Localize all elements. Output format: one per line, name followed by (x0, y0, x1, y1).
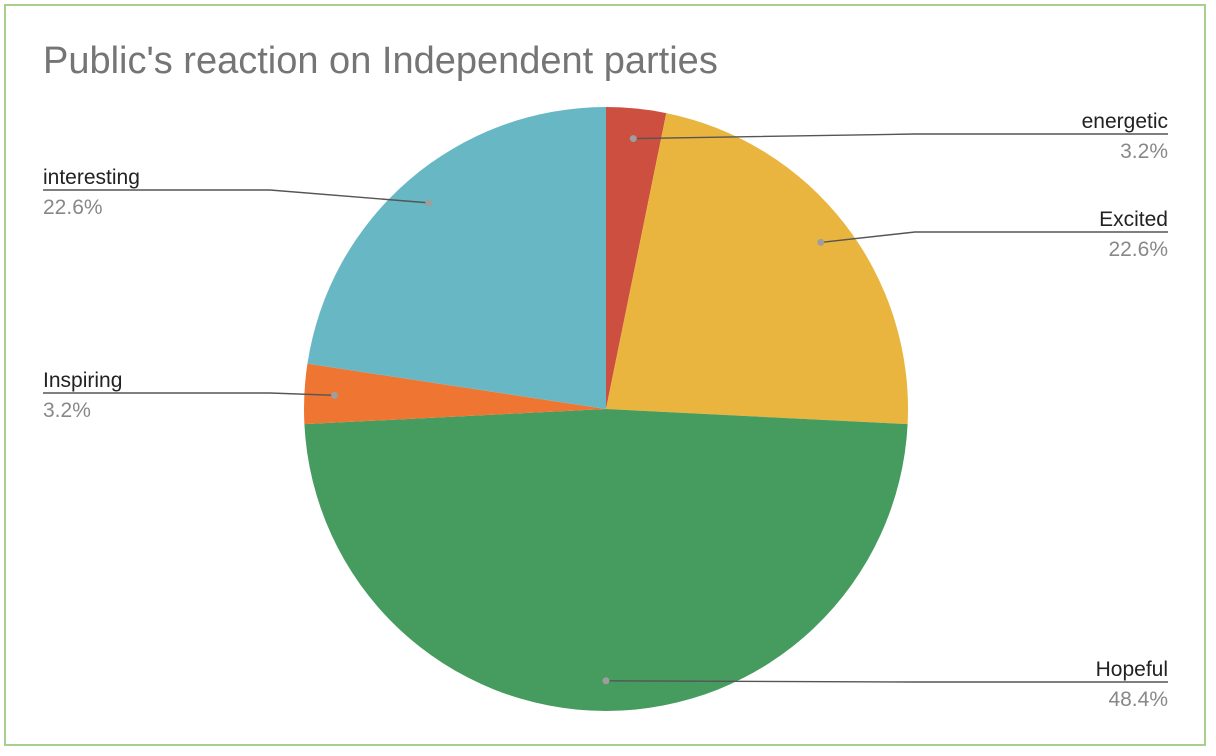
leader-dot-energetic (629, 135, 637, 143)
slice-value-energetic: 3.2% (1120, 140, 1168, 163)
leader-line-energetic (633, 133, 1168, 140)
leader-line-interesting (43, 189, 429, 204)
leader-line-hopeful (605, 680, 1168, 683)
pie-slice-energetic[interactable] (606, 107, 667, 409)
leader-dot-hopeful (602, 677, 610, 685)
slice-label-inspiring: Inspiring (43, 369, 122, 392)
pie-slice-excited[interactable] (606, 113, 908, 425)
slice-value-inspiring: 3.2% (43, 399, 91, 422)
leader-lines (43, 133, 1168, 685)
pie-slice-hopeful[interactable] (304, 409, 908, 712)
slice-label-interesting: interesting (43, 166, 140, 189)
slice-label-excited: Excited (1099, 208, 1168, 231)
slice-labels: energetic 3.2% Excited 22.6% Hopeful 48.4% Ins… (43, 110, 1168, 711)
slice-value-excited: 22.6% (1108, 238, 1168, 261)
leader-dot-interesting (425, 199, 433, 207)
slice-value-hopeful: 48.4% (1108, 688, 1168, 711)
leader-line-inspiring (43, 392, 335, 397)
chart-title: Public's reaction on Independent parties (43, 40, 718, 82)
pie-slice-interesting[interactable] (307, 107, 606, 409)
pie-slice-inspiring[interactable] (304, 363, 606, 425)
slice-label-hopeful: Hopeful (1096, 658, 1168, 681)
slice-value-interesting: 22.6% (43, 196, 103, 219)
slice-label-energetic: energetic (1082, 110, 1168, 133)
leader-dot-inspiring (331, 391, 339, 399)
leader-line-excited (820, 231, 1168, 244)
pie-slices (304, 107, 908, 712)
leader-dot-excited (817, 238, 825, 246)
